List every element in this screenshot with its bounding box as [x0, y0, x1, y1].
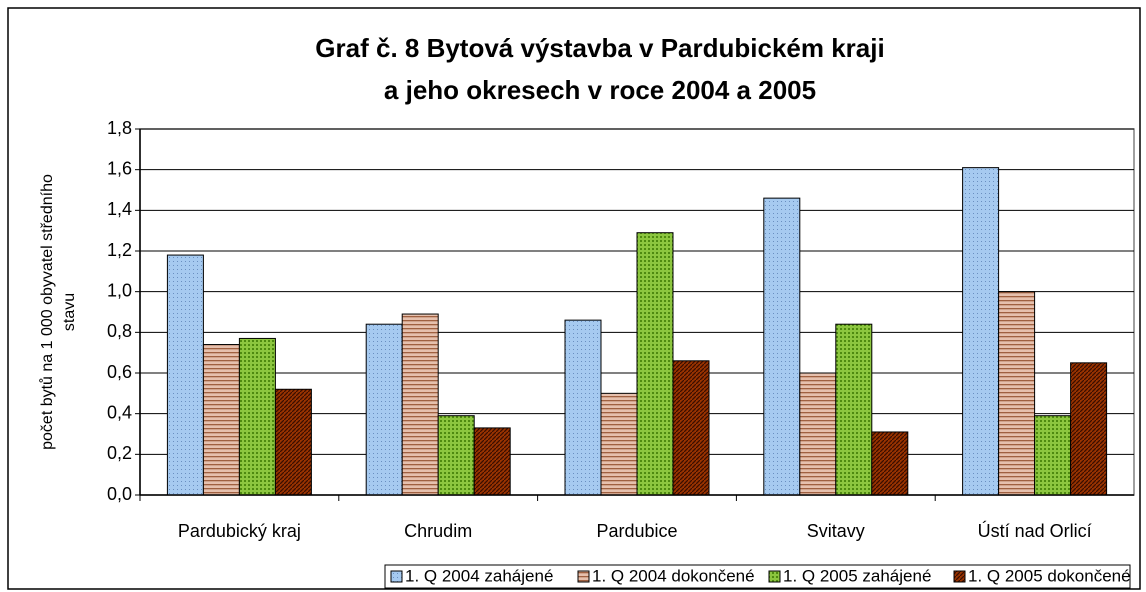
legend-label: 1. Q 2005 zahájené	[783, 566, 931, 585]
bar	[202, 344, 240, 496]
x-tick-label: Chrudim	[404, 521, 472, 541]
y-tick-label: 1,4	[107, 199, 132, 219]
bar	[998, 291, 1036, 496]
bar	[365, 323, 403, 496]
legend-swatch	[768, 570, 781, 583]
bar	[636, 232, 674, 496]
x-tick-label: Svitavy	[807, 521, 865, 541]
bar	[1070, 362, 1108, 496]
bar	[871, 431, 909, 496]
bar	[763, 197, 801, 496]
x-tick-label: Pardubický kraj	[178, 521, 301, 541]
x-tick-label: Ústí nad Orlicí	[978, 520, 1092, 541]
bar	[1034, 415, 1072, 496]
bar	[564, 319, 602, 496]
y-tick-label: 1,8	[107, 118, 132, 138]
y-tick-label: 1,2	[107, 240, 132, 260]
legend-swatch	[577, 570, 590, 583]
bar	[238, 337, 276, 496]
legend-label: 1. Q 2004 dokončené	[592, 566, 755, 585]
x-tick-label: Pardubice	[596, 521, 677, 541]
y-axis-title: stavu	[61, 293, 78, 331]
y-axis-title: počet bytů na 1 000 obyvatel středního	[38, 174, 56, 450]
y-tick-label: 1,6	[107, 158, 132, 178]
bar	[437, 415, 475, 496]
bar	[835, 323, 873, 496]
bar	[672, 360, 710, 496]
bar	[473, 427, 511, 496]
y-tick-label: 0,8	[107, 321, 132, 341]
y-tick-label: 0,2	[107, 443, 132, 463]
bar	[799, 372, 837, 496]
chart-title: a jeho okresech v roce 2004 a 2005	[384, 75, 816, 105]
y-tick-label: 0,4	[107, 402, 132, 422]
y-tick-label: 0,6	[107, 362, 132, 382]
chart-title: Graf č. 8 Bytová výstavba v Pardubickém …	[315, 33, 884, 63]
bar	[166, 254, 204, 496]
legend-label: 1. Q 2005 dokončené	[968, 566, 1131, 585]
bar	[962, 167, 1000, 496]
bar	[600, 392, 638, 496]
bar	[274, 388, 312, 496]
y-tick-label: 0,0	[107, 484, 132, 504]
legend-swatch	[390, 570, 403, 583]
legend-box	[384, 564, 1131, 589]
legend-swatch	[953, 570, 966, 583]
legend-label: 1. Q 2004 zahájené	[405, 566, 553, 585]
bar	[401, 313, 439, 496]
y-tick-label: 1,0	[107, 280, 132, 300]
